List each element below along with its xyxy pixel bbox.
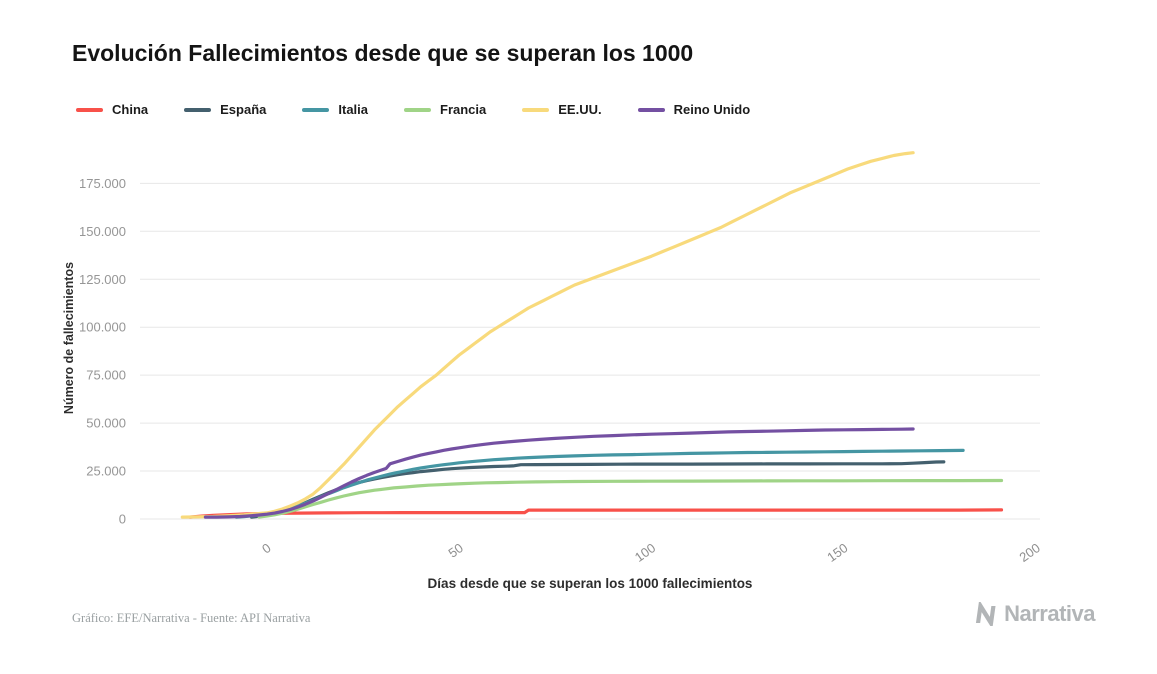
legend-label: Francia (440, 102, 487, 117)
legend-swatch (637, 107, 665, 112)
series-line-china (188, 508, 1004, 519)
y-tick-label: 100.000 (79, 320, 126, 335)
legend-label: España (220, 102, 267, 117)
y-axis-title: Número de fallecimientos (62, 261, 76, 415)
series-line-reino-unido (203, 427, 915, 519)
x-tick-label: 0 (259, 540, 274, 556)
x-tick-label: 200 (1016, 540, 1042, 565)
legend-item: Reino Unido (637, 102, 751, 117)
brand-text: Narrativa (1004, 601, 1095, 626)
x-tick-label: 100 (632, 540, 658, 565)
legend-swatch (302, 107, 330, 112)
brand-logo: Narrativa (975, 601, 1095, 627)
x-tick-label: 50 (445, 540, 465, 561)
series-line-francia (257, 478, 1004, 519)
source-credit: Gráfico: EFE/Narrativa - Fuente: API Nar… (72, 611, 311, 625)
y-tick-label: 0 (119, 512, 126, 527)
legend-swatch (404, 107, 431, 112)
chart-legend: China España Italia Francia EE.UU. Reino Unid… (76, 102, 750, 117)
legend-item: Italia (302, 102, 368, 117)
legend-item: Francia (404, 102, 486, 117)
legend-swatch (184, 107, 212, 112)
legend-item: España (184, 102, 266, 117)
y-tick-label: 50.000 (86, 416, 126, 431)
y-tick-label: 75.000 (86, 368, 126, 383)
chart-canvas: 0 25.000 50.000 75.000 100.000 125.000 150.000… (79, 151, 1043, 565)
y-tick-label: 125.000 (79, 272, 126, 287)
legend-swatch (76, 107, 103, 112)
legend-label: EE.UU. (558, 102, 602, 117)
x-tick-label: 150 (824, 540, 850, 565)
y-tick-label: 175.000 (79, 176, 126, 191)
y-tick-label: 25.000 (86, 464, 126, 479)
legend-swatch (522, 107, 550, 112)
legend-item: China (76, 102, 148, 117)
y-tick-label: 150.000 (79, 224, 126, 239)
series-line-ee-uu- (180, 151, 915, 519)
legend-label: Italia (338, 102, 368, 117)
legend-label: Reino Unido (673, 102, 751, 117)
chart-title: Evolución Fallecimientos desde que se su… (72, 40, 694, 66)
x-axis-title: Días desde que se superan los 1000 falle… (427, 576, 753, 591)
legend-label: China (112, 102, 149, 117)
narrativa-n-icon (976, 602, 996, 626)
legend-item: EE.UU. (522, 102, 602, 117)
